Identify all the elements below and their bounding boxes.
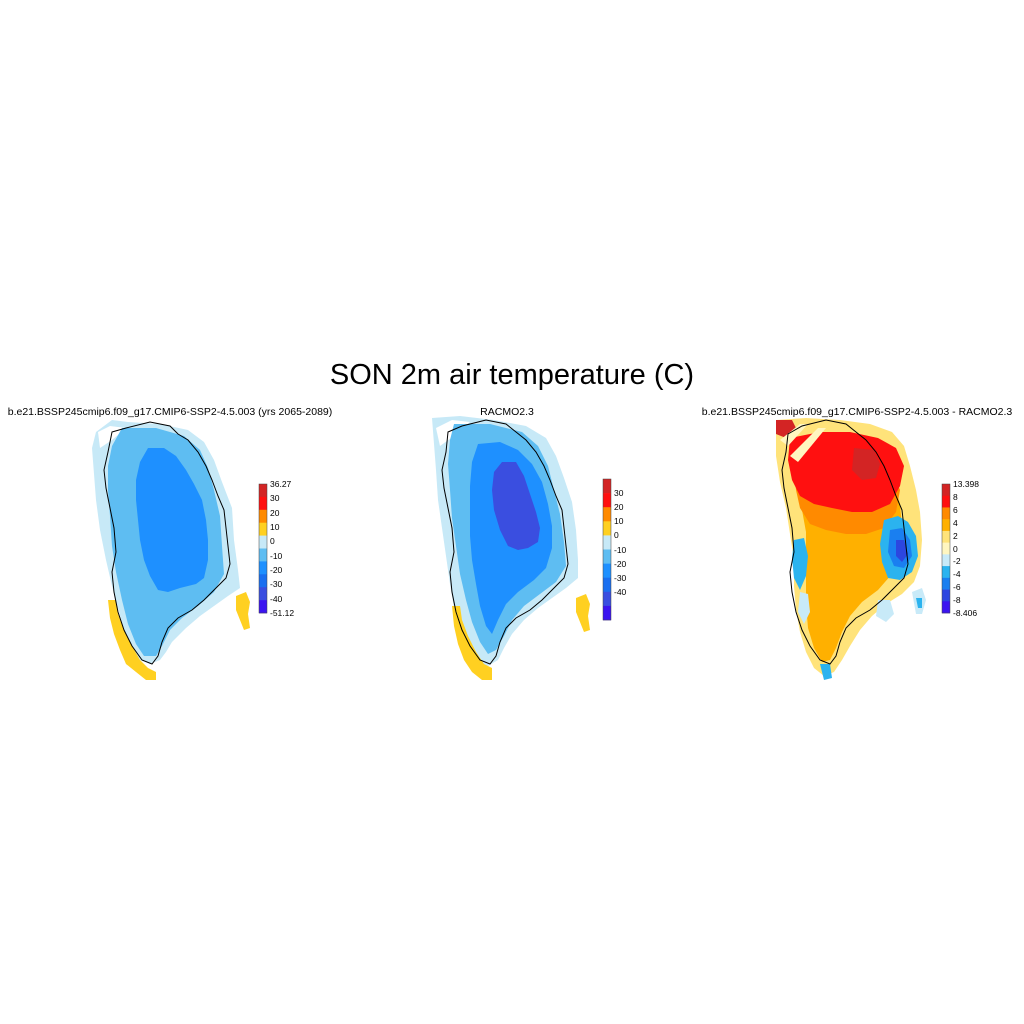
colorbar-swatch	[942, 519, 950, 532]
colorbar-tick-label: 8	[953, 491, 958, 502]
colorbar-tick-label: 30	[614, 488, 624, 499]
colorbar-tick-label: 6	[953, 504, 958, 515]
colorbar-swatch	[942, 542, 950, 555]
panel-2-field	[432, 416, 590, 680]
colorbar-tick-label: 0	[614, 530, 619, 541]
colorbar-tick-label: -20	[614, 558, 627, 569]
colorbar-tick-label: 0	[270, 536, 275, 547]
colorbar-swatch	[259, 548, 267, 562]
colorbar-tick-label: -20	[270, 565, 283, 575]
colorbar-tick-label: 10	[614, 516, 624, 527]
colorbar-swatch	[259, 522, 267, 536]
colorbar-swatch	[942, 530, 950, 543]
colorbar-swatch	[942, 577, 950, 590]
panel-3-colorbar	[941, 483, 951, 614]
colorbar-tick-label: -8	[953, 595, 961, 606]
colorbar-tick-label: -10	[270, 550, 283, 561]
colorbar-swatch	[259, 587, 267, 601]
colorbar-tick-label: 13.398	[953, 479, 979, 489]
panel-1-field	[92, 420, 250, 680]
colorbar-swatch	[259, 496, 267, 511]
colorbar-swatch	[942, 566, 950, 579]
colorbar-tick-label: -10	[614, 544, 627, 555]
colorbar-swatch	[259, 561, 267, 575]
colorbar-swatch	[259, 600, 267, 614]
panel-1-title: b.e21.BSSP245cmip6.f09_g17.CMIP6-SSP2-4.…	[7, 406, 333, 418]
colorbar-tick-label: -40	[614, 586, 627, 597]
colorbar-swatch	[259, 574, 267, 588]
colorbar-frame	[941, 483, 951, 614]
colorbar-tick-label: -2	[953, 556, 961, 567]
colorbar-swatch	[259, 484, 267, 498]
colorbar-swatch	[942, 495, 950, 508]
colorbar-tick-label: 10	[270, 522, 280, 532]
colorbar-swatch	[603, 605, 611, 621]
panel-3-title: b.e21.BSSP245cmip6.f09_g17.CMIP6-SSP2-4.…	[701, 406, 1013, 418]
colorbar-swatch	[603, 577, 611, 593]
colorbar-tick-label: -51.12	[270, 608, 295, 618]
colorbar-swatch	[603, 563, 611, 578]
colorbar-tick-label: -40	[270, 593, 283, 604]
panel-2-title: RACMO2.3	[480, 406, 534, 418]
colorbar-tick-label: -6	[953, 582, 961, 593]
colorbar-swatch	[942, 484, 950, 497]
colorbar-swatch	[942, 601, 950, 614]
colorbar-swatch	[603, 591, 611, 607]
panel-2-colorbar	[602, 478, 612, 621]
panel-1-map	[92, 420, 268, 680]
colorbar-tick-label: -4	[953, 569, 961, 580]
colorbar-swatch	[603, 479, 611, 494]
colorbar-swatch	[942, 554, 950, 567]
colorbar-frame	[602, 478, 612, 621]
colorbar-tick-label: -8.406	[953, 608, 978, 618]
colorbar-swatch	[259, 509, 267, 523]
colorbar-swatch	[603, 507, 611, 522]
colorbar-tick-label: 2	[953, 530, 958, 541]
colorbar-swatch	[603, 493, 611, 508]
colorbar-swatch	[259, 535, 267, 549]
colorbar-tick-label: 30	[270, 493, 280, 504]
panel-3-map	[776, 418, 951, 680]
colorbar-tick-label: 4	[953, 517, 958, 528]
colorbar-tick-label: -30	[614, 572, 627, 583]
colorbar-swatch	[942, 507, 950, 520]
panel-3-field	[776, 418, 926, 680]
colorbar-tick-label: 20	[270, 507, 280, 518]
colorbar-frame	[258, 483, 268, 614]
colorbar-swatch	[603, 521, 611, 536]
colorbar-swatch	[603, 549, 611, 564]
colorbar-tick-label: 20	[614, 502, 624, 513]
colorbar-tick-label: -30	[270, 579, 283, 590]
panel-2-map	[432, 416, 612, 680]
colorbar-tick-label: 36.27	[270, 479, 292, 489]
panel-1-colorbar	[258, 483, 268, 614]
colorbar-swatch	[942, 589, 950, 602]
colorbar-swatch	[603, 535, 611, 550]
figure-title: SON 2m air temperature (C)	[329, 359, 695, 391]
colorbar-tick-label: 0	[953, 543, 958, 554]
